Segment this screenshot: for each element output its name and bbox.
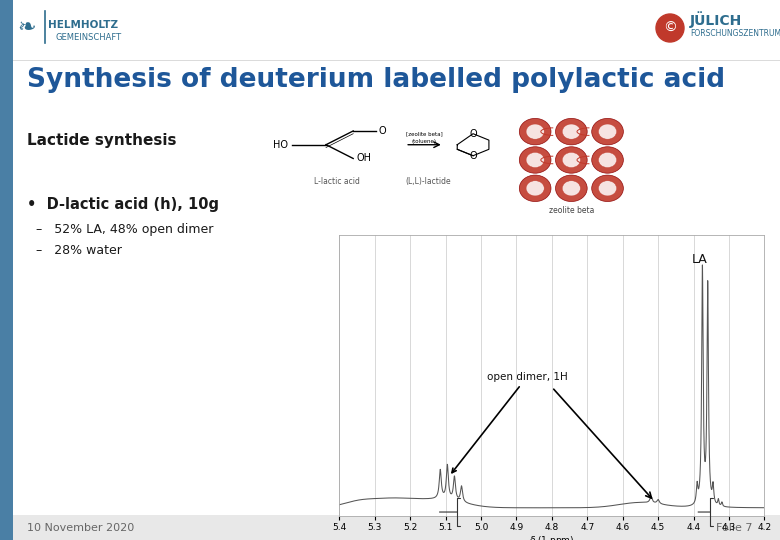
Bar [13,15,780,90]
Circle shape [562,181,580,196]
Text: –   28% water: – 28% water [36,244,122,256]
Text: O: O [470,151,477,161]
Text: HO: HO [273,140,289,150]
Text: Folie 7: Folie 7 [715,523,752,533]
Text: ©: © [663,21,677,35]
Circle shape [592,147,623,173]
Text: FORSCHUNGSZENTRUM: FORSCHUNGSZENTRUM [690,29,780,37]
Text: O: O [379,126,386,136]
Bar [0,0,13,540]
Text: LA: LA [692,253,707,266]
Circle shape [526,124,544,139]
Circle shape [592,175,623,201]
Circle shape [562,124,580,139]
Text: L-lactic acid: L-lactic acid [314,177,360,186]
Circle shape [519,118,551,145]
Circle shape [598,124,617,139]
Text: open dimer, 1H: open dimer, 1H [452,372,567,472]
Circle shape [526,181,544,196]
Text: 10 November 2020: 10 November 2020 [27,523,134,533]
Text: HELMHOLTZ: HELMHOLTZ [48,20,118,30]
Circle shape [526,152,544,167]
Circle shape [519,147,551,173]
Circle shape [555,147,587,173]
Text: Synthesis of deuterium labelled polylactic acid: Synthesis of deuterium labelled polylact… [27,67,725,93]
Text: ❧: ❧ [18,18,37,38]
Text: (toluene): (toluene) [412,139,437,144]
Circle shape [555,175,587,201]
Text: JÜLICH: JÜLICH [690,11,743,29]
Circle shape [598,152,617,167]
X-axis label: $\delta$ (1.ppm): $\delta$ (1.ppm) [529,535,575,540]
Circle shape [598,181,617,196]
Text: (L,L)-lactide: (L,L)-lactide [405,177,451,186]
Text: O: O [470,129,477,139]
Text: [zeolite beta]: [zeolite beta] [406,131,443,136]
Circle shape [519,175,551,201]
Circle shape [555,118,587,145]
Bar [0,515,780,540]
Text: GEMEINSCHAFT: GEMEINSCHAFT [55,32,121,42]
Text: OH: OH [357,153,372,164]
Text: Lactide synthesis: Lactide synthesis [27,132,176,147]
Circle shape [562,152,580,167]
Circle shape [592,118,623,145]
Text: –   52% LA, 48% open dimer: – 52% LA, 48% open dimer [36,224,214,237]
Circle shape [656,14,684,42]
Text: zeolite beta: zeolite beta [548,206,594,214]
Text: •  D-lactic acid (h), 10g: • D-lactic acid (h), 10g [27,198,219,213]
